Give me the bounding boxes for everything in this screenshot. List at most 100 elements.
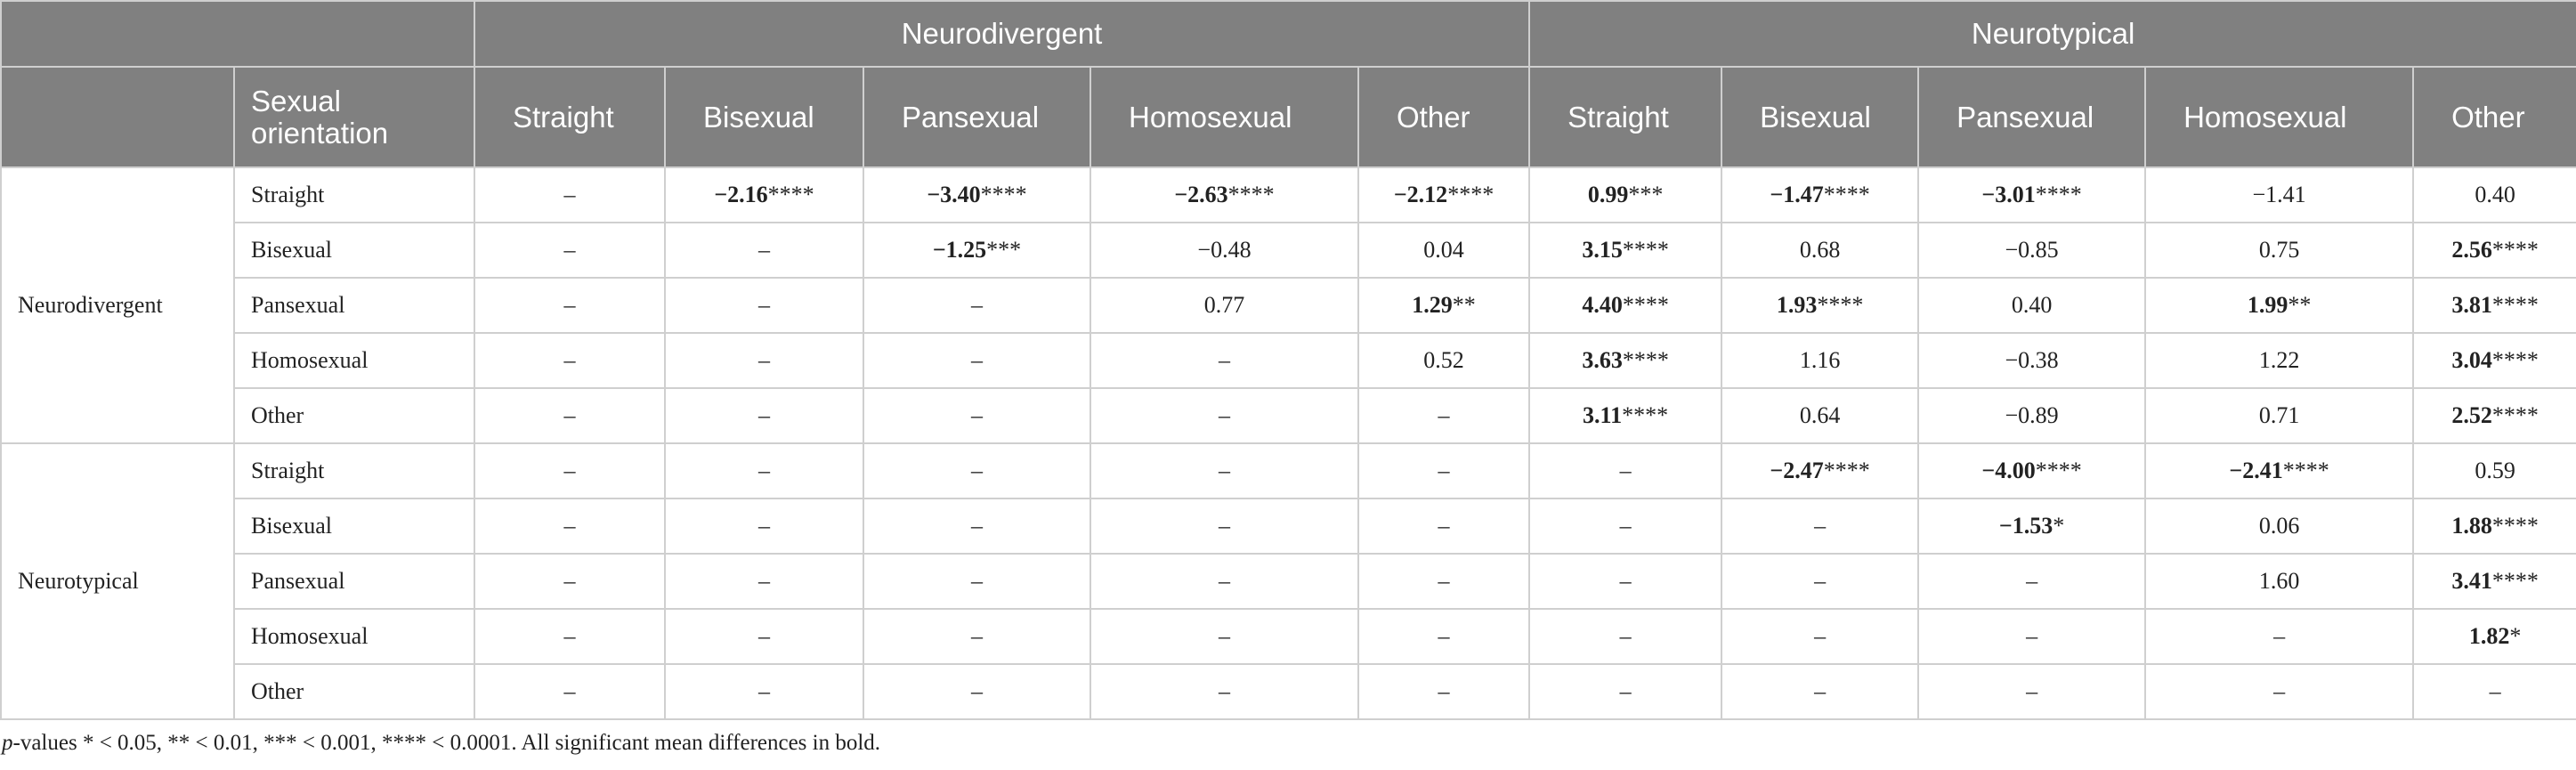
- cell: 3.11****: [1528, 387, 1723, 444]
- cell: –: [2144, 608, 2415, 665]
- cell: –: [1090, 553, 1359, 610]
- table-row: Other – – – – –3.11**** 0.64 −0.89 0.71 2.52****: [1, 387, 2576, 444]
- cell: –: [1357, 387, 1531, 444]
- cell-significance: ****: [1622, 292, 1669, 318]
- cell-value: 3.11: [1583, 402, 1623, 428]
- cell: −2.41****: [2144, 442, 2415, 499]
- cell: –: [474, 663, 666, 720]
- cell: –: [664, 553, 864, 610]
- cell: 2.56****: [2412, 222, 2576, 279]
- cell-value: 1.82: [2468, 623, 2510, 649]
- table-row: Homosexual – – – – – – – – –1.82*: [1, 608, 2576, 665]
- table-row: Neurotypical Straight – – – – – – −2.47**** −4.00…: [0, 442, 2576, 720]
- cell-significance: ****: [1447, 182, 1495, 207]
- cell-significance: *: [2509, 623, 2522, 649]
- cell: 0.52: [1357, 332, 1531, 389]
- cell-significance: ****: [2491, 292, 2539, 318]
- cell: –: [474, 222, 666, 279]
- cell: 3.41****: [2412, 553, 2576, 610]
- cell-significance: **: [1452, 292, 1476, 318]
- cell: –: [863, 553, 1091, 610]
- cell-significance: ****: [1823, 182, 1870, 207]
- cell: 3.81****: [2412, 277, 2576, 334]
- cell-significance: **: [2288, 292, 2312, 318]
- cell: −3.40****: [863, 166, 1091, 223]
- cell: 3.63****: [1528, 332, 1723, 389]
- cell: −4.00****: [1917, 442, 2147, 499]
- cell-value: 1.99: [2247, 292, 2288, 318]
- column-header: Straight: [474, 66, 666, 168]
- table-row: Pansexual – – –0.77 1.29** 4.40**** 1.93**** 0.…: [1, 277, 2576, 334]
- cell: 1.82*: [2412, 608, 2576, 665]
- header-corner: [0, 0, 475, 68]
- cell: –: [664, 332, 864, 389]
- cell: –: [1721, 553, 1920, 610]
- cell: –: [1917, 553, 2147, 610]
- cell-value: −2.47: [1770, 458, 1824, 483]
- column-header: Other: [1357, 66, 1531, 168]
- cell: 0.99***: [1528, 166, 1723, 223]
- cell: –: [664, 277, 864, 334]
- cell-significance: ****: [1622, 347, 1669, 373]
- cell: –: [1721, 608, 1920, 665]
- cell: −0.85: [1917, 222, 2147, 279]
- cell: −2.16****: [664, 166, 864, 223]
- cell: –: [474, 387, 666, 444]
- cell: –: [664, 387, 864, 444]
- cell: –: [1090, 332, 1359, 389]
- cell-value: 2.52: [2451, 402, 2492, 428]
- column-header: Other: [2412, 66, 2576, 168]
- cell: −2.63****: [1090, 166, 1359, 223]
- header-row: Sexual orientation Straight Bisexual Pansex…: [0, 66, 2576, 168]
- row-label: Bisexual: [233, 222, 475, 279]
- cell: –: [1528, 553, 1723, 610]
- table-row: Homosexual – – – –0.52 3.63**** 1.16 −0.38 1.22 3…: [1, 332, 2576, 389]
- column-header: Homosexual: [2144, 66, 2415, 168]
- cell-value: 1.93: [1776, 292, 1818, 318]
- cell: –: [1090, 608, 1359, 665]
- cell: –: [664, 498, 864, 555]
- table-row: Other – – – – – – – – – –: [1, 663, 2576, 720]
- row-label: Bisexual: [233, 498, 475, 555]
- cell: 0.40: [2412, 166, 2576, 223]
- cell-value: −3.40: [927, 182, 981, 207]
- cell: –: [1721, 498, 1920, 555]
- cell-value: −2.12: [1393, 182, 1448, 207]
- cell: –: [1357, 498, 1531, 555]
- cell: 2.52****: [2412, 387, 2576, 444]
- table-row: Neurodivergent Straight – −2.16**** −3.40***…: [0, 166, 2576, 444]
- cell: –: [1357, 608, 1531, 665]
- cell: –: [1917, 608, 2147, 665]
- column-header: Pansexual: [863, 66, 1091, 168]
- results-table: Neurodivergent Neurotypical Sexual orienta…: [0, 0, 2576, 720]
- cell-significance: ****: [2035, 182, 2082, 207]
- cell: –: [863, 332, 1091, 389]
- cell: –: [664, 663, 864, 720]
- cell: 0.71: [2144, 387, 2415, 444]
- column-header: Pansexual: [1917, 66, 2147, 168]
- cell: –: [1917, 663, 2147, 720]
- cell-significance: ****: [1622, 402, 1669, 428]
- cell: –: [863, 663, 1091, 720]
- cell: 0.75: [2144, 222, 2415, 279]
- cell: 0.64: [1721, 387, 1920, 444]
- cell-value: 3.15: [1582, 237, 1623, 263]
- row-label: Homosexual: [233, 608, 475, 665]
- cell-value: 0.99: [1587, 182, 1629, 207]
- row-label: Pansexual: [233, 277, 475, 334]
- cell: –: [863, 277, 1091, 334]
- row-label: Straight: [233, 166, 475, 223]
- cell: 1.93****: [1721, 277, 1920, 334]
- cell: –: [2412, 663, 2576, 720]
- cell: –: [1357, 663, 1531, 720]
- cell-value: 1.88: [2451, 513, 2492, 539]
- cell: −0.48: [1090, 222, 1359, 279]
- group-label: Neurodivergent: [0, 166, 235, 444]
- cell-value: −1.53: [1998, 513, 2054, 539]
- cell: 4.40****: [1528, 277, 1723, 334]
- cell: −2.12****: [1357, 166, 1531, 223]
- cell: −2.47****: [1721, 442, 1920, 499]
- group-header: Neurotypical: [1528, 0, 2576, 68]
- row-label: Homosexual: [233, 332, 475, 389]
- row-label: Pansexual: [233, 553, 475, 610]
